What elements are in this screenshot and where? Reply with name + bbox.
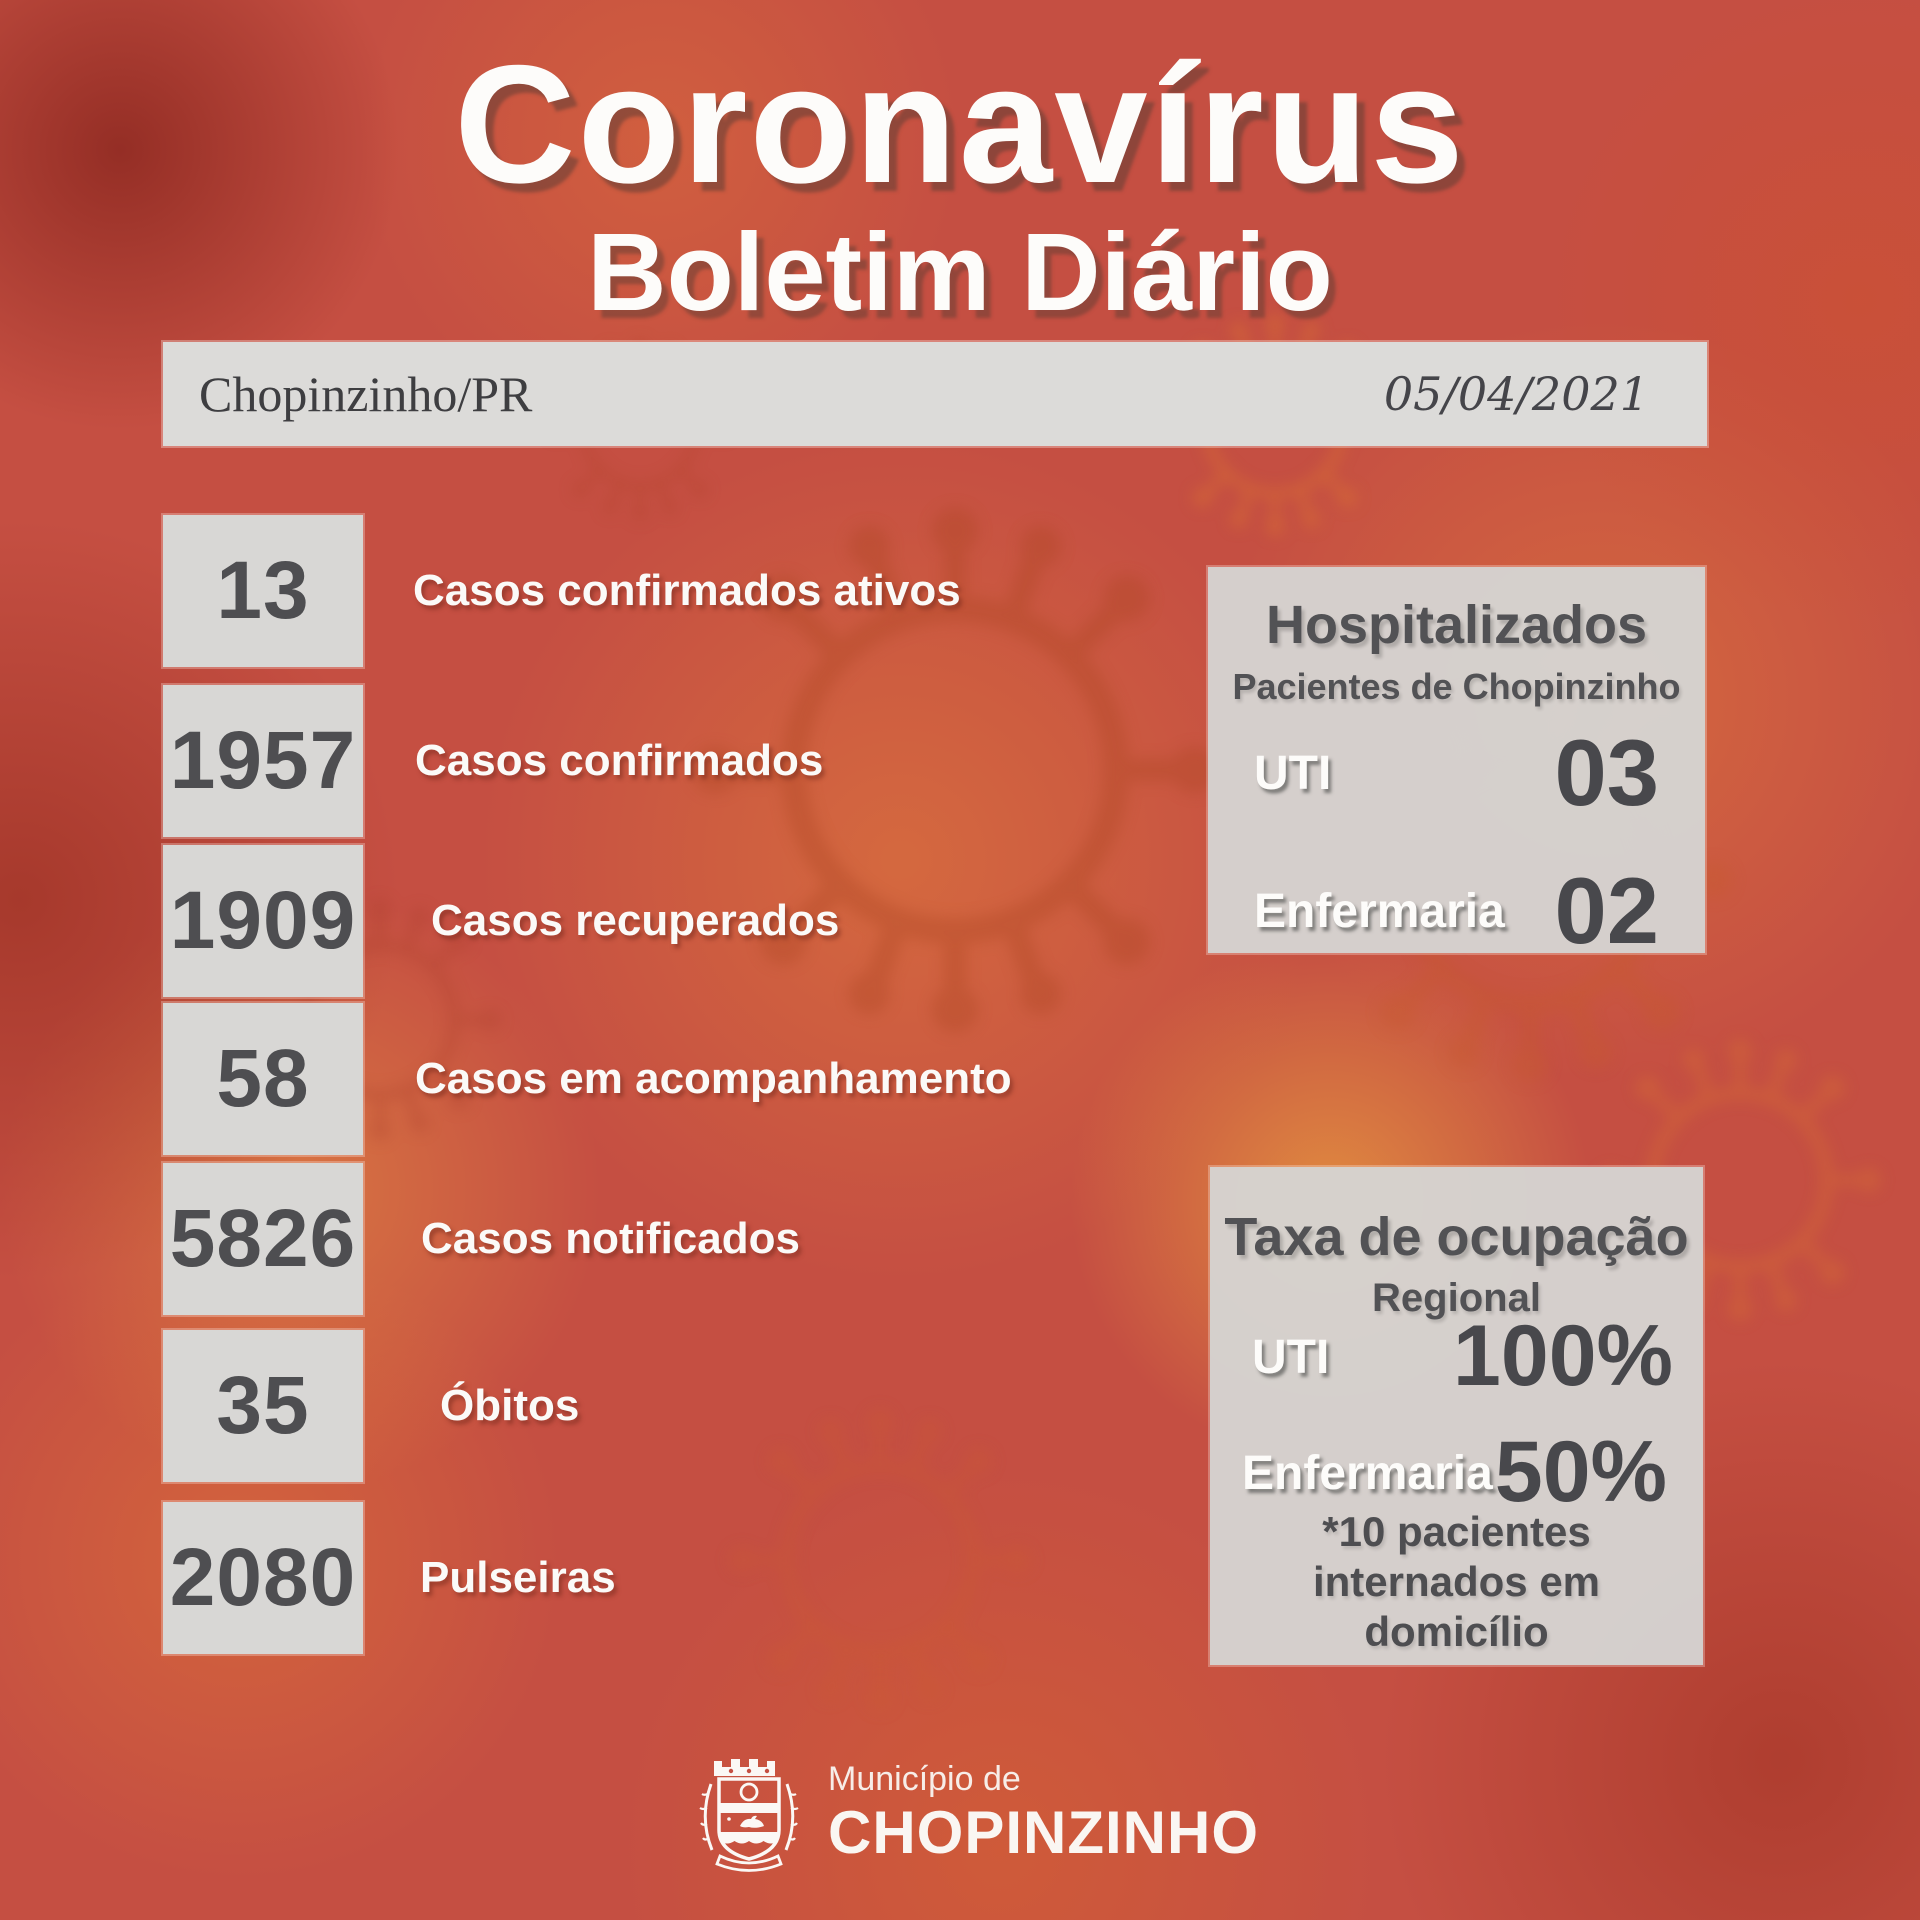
stat-box: 5826 — [163, 1163, 363, 1315]
title-block: Coronavírus Boletim Diário — [0, 36, 1920, 328]
stat-label: Pulseiras — [420, 1553, 616, 1602]
stat-value: 2080 — [169, 1532, 357, 1623]
hospitalized-subtitle: Pacientes de Chopinzinho — [1232, 666, 1681, 707]
uti-label: UTI — [1252, 1330, 1330, 1384]
logo-small-text: Município de — [828, 1760, 1021, 1798]
stat-box: 13 — [163, 515, 363, 667]
stat-label: Casos notificados — [421, 1214, 800, 1263]
occupancy-title: Taxa de ocupação — [1224, 1207, 1689, 1267]
hospitalized-title: Hospitalizados — [1265, 595, 1648, 655]
ward-label: Enfermaria — [1242, 1446, 1493, 1500]
page-subtitle: Boletim Diário — [587, 211, 1333, 335]
municipality-logo-text: Município de CHOPINZINHO — [828, 1760, 1259, 1864]
stat-box: 58 — [163, 1003, 363, 1155]
stat-row-confirmed-cases: 1957 Casos confirmados — [163, 685, 823, 837]
stat-value: 5826 — [169, 1193, 357, 1284]
hospitalized-row-ward: Enfermaria 02 — [1208, 857, 1705, 963]
stat-value: 1909 — [169, 875, 357, 966]
occupancy-row-uti: UTI 100% — [1210, 1307, 1703, 1407]
stat-row-recovered-cases: 1909 Casos recuperados — [163, 845, 839, 997]
stat-label: Casos em acompanhamento — [415, 1054, 1012, 1103]
stat-box: 1909 — [163, 845, 363, 997]
stat-label: Casos confirmados — [415, 736, 824, 785]
stat-box: 2080 — [163, 1502, 363, 1654]
stat-row-wristbands: 2080 Pulseiras — [163, 1502, 616, 1654]
ward-label: Enfermaria — [1254, 884, 1505, 938]
stat-value: 58 — [216, 1033, 310, 1124]
occupancy-subtitle: Regional — [1372, 1276, 1541, 1320]
hospitalized-row-uti: UTI 03 — [1208, 719, 1705, 827]
stat-value: 1957 — [169, 715, 357, 806]
stat-label: Óbitos — [440, 1381, 580, 1430]
stat-row-active-cases: 13 Casos confirmados ativos — [163, 515, 961, 667]
uti-value: 03 — [1554, 719, 1659, 825]
stat-label: Casos recuperados — [431, 896, 840, 945]
stat-row-notified-cases: 5826 Casos notificados — [163, 1163, 800, 1315]
bulletin-date: 05/04/2021 — [1383, 367, 1649, 421]
ward-occupancy-value: 50% — [1494, 1424, 1667, 1521]
stat-box: 1957 — [163, 685, 363, 837]
occupancy-row-ward: Enfermaria 50% — [1210, 1427, 1703, 1519]
uti-occupancy-value: 100% — [1453, 1308, 1673, 1405]
page-title: Coronavírus — [454, 30, 1466, 218]
stat-row-deaths: 35 Óbitos — [163, 1330, 579, 1482]
stat-label: Casos confirmados ativos — [413, 566, 961, 615]
stat-box: 35 — [163, 1330, 363, 1482]
stat-row-monitored-cases: 58 Casos em acompanhamento — [163, 1003, 1012, 1155]
stat-value: 13 — [216, 545, 310, 636]
hospitalized-panel: Hospitalizados Pacientes de Chopinzinho … — [1208, 567, 1705, 957]
header-bar: Chopinzinho/PR 05/04/2021 — [163, 342, 1707, 446]
occupancy-panel: Taxa de ocupação Regional UTI 100% Enfer… — [1210, 1167, 1703, 1665]
stat-value: 35 — [216, 1360, 310, 1451]
ward-value: 02 — [1554, 857, 1659, 963]
occupancy-note: *10 pacientes internados em domicílio — [1312, 1508, 1601, 1655]
uti-label: UTI — [1254, 746, 1332, 800]
logo-big-text: CHOPINZINHO — [828, 1799, 1259, 1866]
location-label: Chopinzinho/PR — [199, 366, 533, 422]
municipality-crest-icon — [699, 1759, 799, 1872]
